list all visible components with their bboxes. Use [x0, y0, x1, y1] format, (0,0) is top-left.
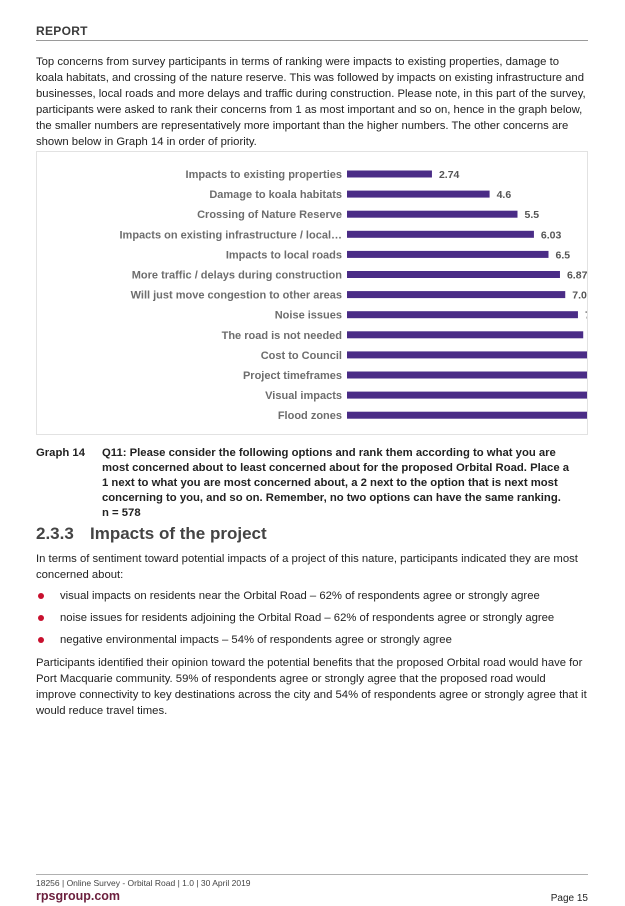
header-divider	[36, 40, 588, 41]
category-label: Impacts on existing infrastructure / loc…	[120, 229, 343, 241]
caption-text: Q11: Please consider the following optio…	[102, 447, 570, 504]
bar	[347, 351, 587, 359]
category-label: Damage to koala habitats	[209, 189, 342, 201]
bar	[347, 271, 560, 278]
bar	[347, 230, 534, 238]
section-lead-paragraph: In terms of sentiment toward potential i…	[36, 553, 578, 581]
bar-value-label: 7.45	[585, 310, 587, 322]
bar	[347, 250, 549, 258]
bullet-text: visual impacts on residents near the Orb…	[60, 590, 540, 602]
bullet-item: negative environmental impacts – 54% of …	[36, 632, 588, 654]
bar	[347, 210, 518, 218]
graph-14-chart: Impacts to existing properties 2.74 Damage…	[36, 151, 588, 435]
bullet-dot-icon	[38, 593, 44, 599]
bar-value-label: 6.03	[541, 229, 562, 241]
bar	[347, 311, 578, 319]
category-label: More traffic / delays during constructio…	[132, 270, 343, 282]
footer-divider	[36, 874, 588, 875]
category-label: Project timeframes	[243, 370, 342, 382]
bullet-dot-icon	[38, 615, 44, 621]
category-label: Impacts to local roads	[226, 249, 342, 261]
section-number: 2.3.3	[36, 524, 74, 543]
bar	[347, 391, 587, 399]
bar	[347, 331, 584, 339]
category-label: Will just move congestion to other areas	[131, 290, 342, 302]
bar-value-label: 5.5	[525, 209, 540, 221]
section-heading: 2.3.3 Impacts of the project	[36, 524, 588, 544]
bar	[347, 411, 587, 419]
bullet-text: noise issues for residents adjoining the…	[60, 612, 555, 624]
bar	[347, 190, 490, 198]
category-label: Crossing of Nature Reserve	[197, 209, 342, 221]
bar	[347, 291, 566, 299]
category-label: Noise issues	[275, 310, 342, 322]
bullet-dot-icon	[38, 637, 44, 643]
concern-bullet-list: visual impacts on residents near the Orb…	[36, 588, 588, 654]
bar	[347, 371, 587, 379]
page-number: Page 15	[550, 893, 588, 904]
footer-document-meta: 18256 | Online Survey - Orbital Road | 1…	[36, 878, 251, 888]
bullet-text: negative environmental impacts – 54% of …	[60, 634, 452, 646]
bullet-item: visual impacts on residents near the Orb…	[36, 588, 588, 610]
bar-value-label: 2.74	[439, 169, 460, 181]
category-label: Flood zones	[278, 410, 342, 422]
bar-chart-svg: Impacts to existing properties 2.74 Damage…	[120, 169, 587, 422]
benefits-paragraph: Participants identified their opinion to…	[36, 657, 587, 717]
caption-sample-size: n = 578	[102, 507, 141, 519]
category-label: The road is not needed	[222, 330, 342, 342]
bar	[347, 170, 432, 178]
intro-paragraph: Top concerns from survey participants in…	[36, 56, 586, 148]
footer-website-link[interactable]: rpsgroup.com	[36, 889, 121, 903]
section-title: Impacts of the project	[90, 524, 267, 543]
category-label: Cost to Council	[261, 350, 342, 362]
caption-body: Q11: Please consider the following optio…	[102, 446, 572, 521]
report-header-label: REPORT	[36, 24, 88, 38]
bar-value-label: 7.04	[572, 290, 587, 302]
bar-value-label: 6.87	[567, 270, 587, 282]
bar-value-label: 6.5	[556, 249, 571, 261]
bar-value-label: 4.6	[497, 189, 512, 201]
category-label: Visual impacts	[265, 390, 342, 402]
bullet-item: noise issues for residents adjoining the…	[36, 610, 588, 632]
category-label: Impacts to existing properties	[186, 169, 342, 181]
caption-number: Graph 14	[36, 447, 85, 459]
